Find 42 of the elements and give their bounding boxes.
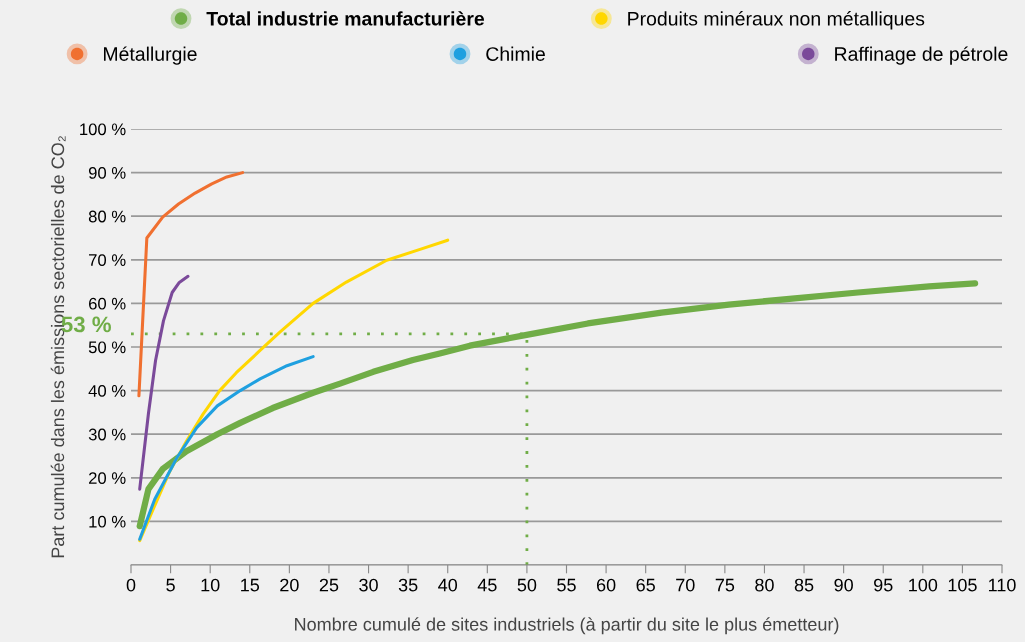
y-tick-label: 70 %: [89, 254, 126, 266]
x-tick-label: 35: [398, 578, 418, 592]
x-tick-label: 20: [280, 578, 299, 592]
x-tick-label: 90: [834, 578, 853, 592]
x-tick-label: 30: [359, 578, 378, 592]
x-tick-label: 80: [755, 578, 774, 592]
x-tick-label: 5: [166, 578, 175, 592]
line-series: [137, 171, 245, 398]
y-tick-label: 60 %: [89, 297, 126, 310]
x-tick-label: 55: [557, 578, 576, 592]
x-tick-label: 45: [477, 578, 497, 592]
y-tick-label: 80 %: [88, 210, 126, 223]
x-tick-label: 105: [948, 578, 977, 592]
x-tick-label: 65: [636, 578, 655, 592]
legend-label: Produits minéraux non métalliques: [628, 11, 925, 30]
x-tick-label: 15: [241, 578, 260, 592]
y-tick-label: 50 %: [88, 341, 126, 354]
x-tick-label: 95: [874, 578, 893, 592]
legend-label: Total industrie manufacturière: [206, 11, 485, 26]
x-tick-label: 60: [596, 578, 616, 592]
x-tick-label: 85: [794, 578, 814, 592]
y-tick-label: 30 %: [88, 428, 126, 441]
y-tick-label: 100 %: [80, 123, 126, 136]
legend-label: Chimie: [486, 46, 545, 61]
x-axis-title: Nombre cumulé de sites industriels (à partir du site le plus émetteur): [295, 617, 839, 635]
x-tick-label: 40: [438, 578, 458, 592]
x-tick-label: 100: [909, 578, 938, 592]
x-tick-label: 25: [319, 578, 339, 592]
x-tick-label: 110: [988, 578, 1016, 592]
x-tick-label: 10: [201, 578, 220, 592]
line-series: [138, 274, 190, 491]
x-tick-label: 50: [517, 578, 537, 592]
line-series: [138, 355, 315, 541]
y-tick-label: 40 %: [88, 385, 126, 397]
x-tick-label: 75: [715, 578, 735, 592]
legend-label: Raffinage de pétrole: [835, 46, 1008, 65]
x-tick-label: 0: [126, 578, 136, 592]
legend-label: Métallurgie: [103, 46, 197, 65]
x-tick-label: 70: [676, 578, 695, 592]
y-tick-label: 10 %: [89, 515, 126, 528]
y-tick-label: 20 %: [88, 472, 126, 484]
y-tick-label: 90 %: [88, 167, 126, 179]
